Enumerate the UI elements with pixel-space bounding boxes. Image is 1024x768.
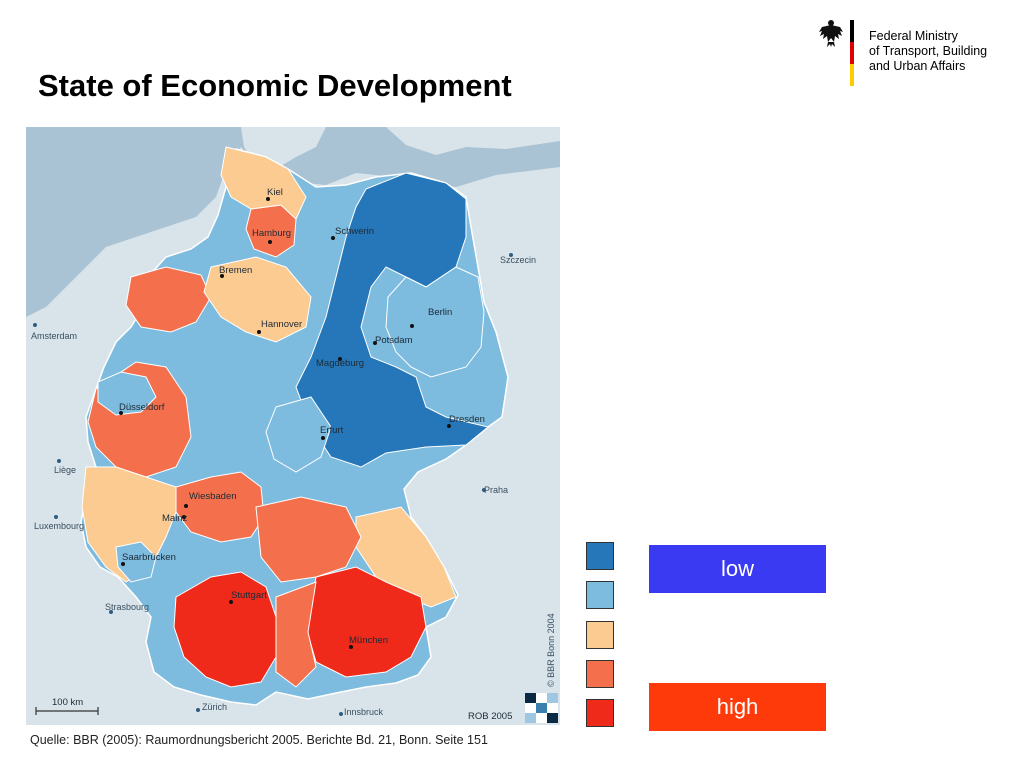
federal-eagle-icon	[819, 20, 843, 47]
city-label-bremen: Bremen	[219, 265, 252, 276]
legend-swatch-orange	[586, 660, 614, 688]
region-dark-blue	[295, 172, 490, 468]
flag-stripe-black	[850, 20, 854, 42]
flag-stripe-red	[850, 42, 854, 64]
flag-stripe-gold	[850, 64, 854, 86]
rob-label: ROB 2005	[468, 711, 512, 722]
region-light-blue-thuringia	[265, 396, 332, 473]
legend-low-label: low	[720, 556, 754, 581]
city-label-erfurt: Erfurt	[320, 425, 344, 436]
city-label-saarbrucken: Saarbrücken	[122, 552, 176, 563]
region-beige-north	[220, 146, 307, 220]
foreign-place-markers	[33, 253, 513, 716]
legend-swatch-dark-blue	[586, 542, 614, 570]
map-copyright: © BBR Bonn 2004	[546, 613, 556, 687]
region-red-baden-wuerttemberg	[173, 571, 277, 688]
north-sea	[26, 127, 560, 317]
city-label-potsdam: Potsdam	[375, 335, 413, 346]
place-label-strasbourg: Strasbourg	[105, 602, 149, 612]
region-beige-south-east	[355, 506, 457, 608]
ministry-logo: Federal Ministry of Transport, Building …	[818, 18, 1018, 88]
place-label-liege: Liège	[54, 465, 76, 475]
region-beige-lower-saxony	[203, 256, 312, 343]
scale-label: 100 km	[52, 697, 83, 708]
city-label-magdeburg: Magdeburg	[316, 358, 364, 369]
ministry-name: Federal Ministry of Transport, Building …	[869, 29, 987, 74]
legend-high-label: high	[716, 694, 759, 719]
city-label-munchen: München	[349, 635, 388, 646]
city-label-berlin: Berlin	[428, 307, 452, 318]
region-orange-bavaria-north	[255, 496, 362, 583]
region-light-blue-saar	[115, 541, 157, 583]
place-label-praha: Praha	[484, 485, 508, 495]
region-orange-northwest	[125, 266, 212, 333]
city-markers	[119, 197, 451, 649]
city-label-dusseldorf: Düsseldorf	[119, 402, 165, 413]
flag-bar	[850, 20, 854, 86]
region-orange-bavaria-south	[275, 581, 317, 688]
city-label-hamburg: Hamburg	[252, 228, 291, 239]
place-label-innsbruck: Innsbruck	[344, 707, 384, 717]
city-label-dresden: Dresden	[449, 414, 485, 425]
legend-swatch-beige	[586, 621, 614, 649]
legend-high-box: high	[649, 683, 826, 731]
legend-low-box: low	[649, 545, 826, 593]
germany-development-map: Kiel Hamburg Schwerin Bremen Hannover Be…	[26, 127, 560, 725]
ministry-line: of Transport, Building	[869, 44, 988, 58]
source-caption: Quelle: BBR (2005): Raumordnungsbericht …	[30, 733, 488, 747]
city-label-kiel: Kiel	[267, 187, 283, 198]
legend-swatch-light-blue	[586, 581, 614, 609]
legend-swatch-red	[586, 699, 614, 727]
sweden-land	[386, 127, 560, 155]
place-label-amsterdam: Amsterdam	[31, 331, 77, 341]
place-label-zurich: Zürich	[202, 702, 227, 712]
city-label-schwerin: Schwerin	[335, 226, 374, 237]
region-light-blue-ruhr	[97, 371, 157, 416]
city-label-stuttgart: Stuttgart	[231, 590, 267, 601]
city-label-mainz: Mainz	[162, 513, 188, 524]
slide-title: State of Economic Development	[38, 68, 512, 103]
bbr-logo	[525, 693, 558, 723]
city-label-wiesbaden: Wiesbaden	[189, 491, 237, 502]
ministry-line: Federal Ministry	[869, 29, 958, 43]
place-label-luxembourg: Luxembourg	[34, 521, 84, 531]
ministry-line: and Urban Affairs	[869, 59, 966, 73]
place-label-szczecin: Szczecin	[500, 255, 536, 265]
city-label-hannover: Hannover	[261, 319, 302, 330]
scale-bar	[35, 707, 99, 715]
region-light-blue-brandenburg	[385, 266, 485, 378]
